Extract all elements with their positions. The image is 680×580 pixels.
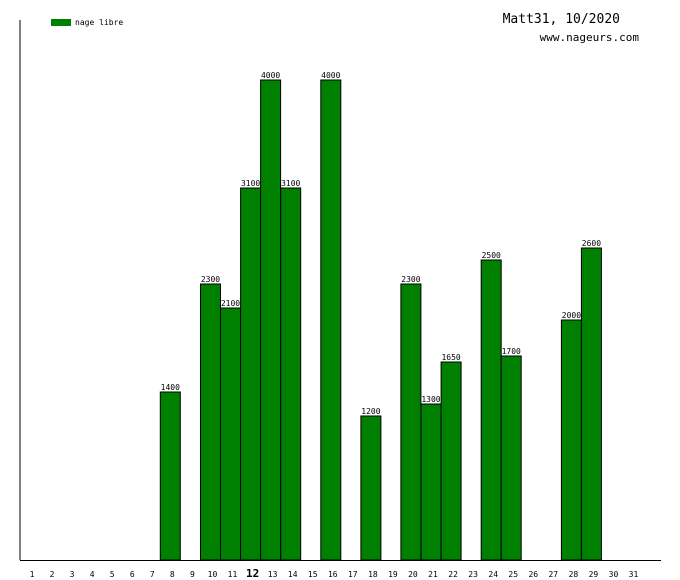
x-tick-label-23: 23 (468, 570, 478, 579)
bar-day-20 (400, 283, 422, 561)
x-tick-label-29: 29 (589, 570, 599, 579)
bar-day-10 (200, 283, 221, 561)
legend-swatch (51, 19, 71, 26)
bar-day-11 (220, 307, 241, 561)
x-tick-label-12: 12 (246, 567, 259, 580)
x-tick-label-15: 15 (308, 570, 318, 579)
data-label-day-10: 2300 (201, 275, 220, 284)
x-tick-label-14: 14 (288, 570, 298, 579)
bar-day-14 (280, 187, 302, 561)
x-tick-label-8: 8 (170, 570, 175, 579)
x-tick-label-28: 28 (569, 570, 579, 579)
x-tick-label-1: 1 (30, 570, 35, 579)
data-label-day-20: 2300 (401, 275, 420, 284)
x-tick-labels: 1 2 3 4 5 6 7 8 9 10 11 12 13 14 15 16 17 18 19 20 21 22 23 24 2… (30, 567, 639, 580)
data-label-day-16: 4000 (321, 71, 340, 80)
data-label-day-21: 1300 (421, 395, 440, 404)
x-tick-label-18: 18 (368, 570, 378, 579)
bars: 1400 2300 2100 3100 4000 3100 4000 1200 2300 1300… (159, 71, 602, 561)
x-tick-label-11: 11 (228, 570, 238, 579)
x-tick-label-7: 7 (150, 570, 155, 579)
bar-day-25 (500, 355, 522, 561)
x-tick-label-22: 22 (448, 570, 458, 579)
bar-day-16 (320, 79, 342, 561)
data-label-day-25: 1700 (502, 347, 521, 356)
x-tick-label-16: 16 (328, 570, 338, 579)
data-label-day-8: 1400 (161, 383, 180, 392)
data-label-day-12: 3100 (241, 179, 260, 188)
x-tick-label-30: 30 (609, 570, 619, 579)
data-label-day-18: 1200 (361, 407, 380, 416)
bar-day-28 (560, 319, 582, 561)
data-label-day-22: 1650 (441, 353, 460, 362)
legend: nage libre (51, 18, 123, 27)
bar-day-13 (260, 79, 282, 561)
x-tick-label-26: 26 (528, 570, 538, 579)
x-tick-label-2: 2 (50, 570, 55, 579)
bar-day-22 (440, 361, 462, 561)
x-tick-label-24: 24 (488, 570, 498, 579)
bar-day-12 (240, 187, 262, 561)
legend-label: nage libre (75, 18, 123, 27)
x-tick-label-5: 5 (110, 570, 115, 579)
x-tick-label-3: 3 (70, 570, 75, 579)
data-label-day-11: 2100 (221, 299, 240, 308)
x-tick-label-19: 19 (388, 570, 398, 579)
bar-day-18 (360, 415, 382, 561)
data-label-day-24: 2500 (482, 251, 501, 260)
chart-subtitle: www.nageurs.com (540, 31, 640, 44)
bar-day-21 (420, 403, 442, 561)
data-label-day-14: 3100 (281, 179, 300, 188)
x-tick-label-4: 4 (90, 570, 95, 579)
bar-day-24 (480, 259, 502, 561)
data-label-day-29: 2600 (582, 239, 601, 248)
x-tick-label-21: 21 (428, 570, 438, 579)
bar-day-29 (580, 247, 602, 561)
x-tick-label-25: 25 (508, 570, 518, 579)
data-label-day-28: 2000 (562, 311, 581, 320)
x-tick-label-9: 9 (190, 570, 195, 579)
x-tick-label-27: 27 (548, 570, 558, 579)
bar-day-8 (159, 391, 181, 561)
x-tick-label-20: 20 (408, 570, 418, 579)
data-label-day-13: 4000 (261, 71, 280, 80)
x-tick-label-17: 17 (348, 570, 358, 579)
x-tick-label-10: 10 (208, 570, 218, 579)
x-tick-label-13: 13 (268, 570, 278, 579)
x-tick-label-31: 31 (629, 570, 639, 579)
chart-title: Matt31, 10/2020 (503, 12, 620, 27)
x-tick-label-6: 6 (130, 570, 135, 579)
